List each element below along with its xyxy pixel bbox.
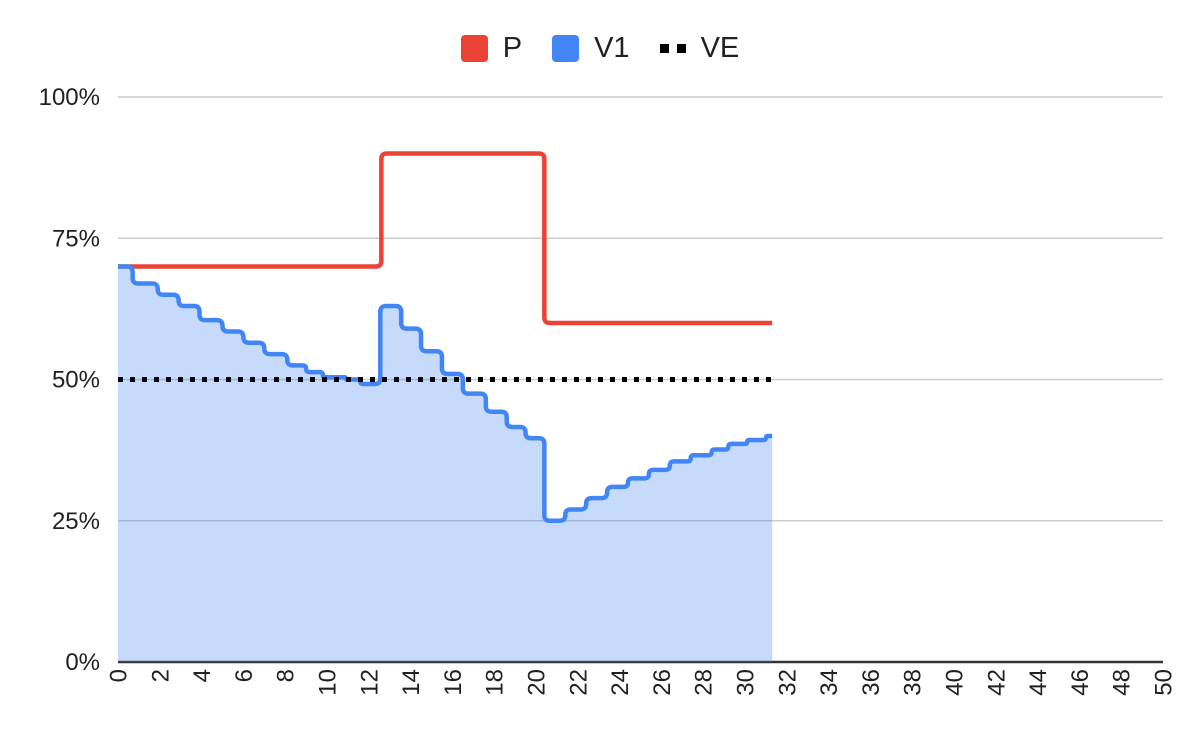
x-axis-labels: 0 2 4 6 8 10 12 14 16 18 20 22 24 26 28 30 32 34 36 38 40 42 4…	[106, 669, 1178, 696]
x-tick-label: 48	[1109, 669, 1136, 696]
x-tick-label: 22	[565, 669, 592, 696]
legend-item-p: P	[460, 31, 523, 64]
legend-swatch-p-icon	[460, 34, 488, 62]
gridlines	[118, 96, 1163, 664]
x-tick-label: 50	[1151, 669, 1178, 696]
x-tick-label: 10	[315, 669, 342, 696]
x-tick-label: 0	[106, 669, 133, 682]
x-tick-label: 4	[189, 669, 216, 682]
x-tick-label: 38	[900, 669, 927, 696]
x-tick-label: 36	[858, 669, 885, 696]
x-tick-label: 28	[691, 669, 718, 696]
x-tick-label: 34	[816, 669, 843, 696]
series-lines	[118, 151, 773, 662]
legend-swatch-v1-icon	[552, 34, 580, 62]
x-tick-label: 8	[273, 669, 300, 682]
x-tick-label: 16	[440, 669, 467, 696]
legend-label-ve: VE	[700, 31, 740, 64]
x-tick-label: 18	[482, 669, 509, 696]
x-tick-label: 12	[356, 669, 383, 696]
series-area-v1	[118, 266, 773, 662]
x-tick-label: 46	[1067, 669, 1094, 696]
x-tick-label: 14	[398, 669, 425, 696]
y-tick-label: 75%	[52, 225, 100, 252]
legend-swatch-ve-icon	[659, 43, 686, 53]
series-line-p	[118, 151, 773, 326]
y-tick-label: 25%	[52, 508, 100, 535]
legend-item-v1: V1	[552, 31, 630, 64]
x-tick-label: 30	[733, 669, 760, 696]
chart-legend: P V1 VE	[0, 32, 1200, 64]
y-tick-label: 0%	[65, 649, 100, 676]
x-tick-label: 26	[649, 669, 676, 696]
series-line-v1	[118, 264, 773, 523]
x-tick-label: 40	[942, 669, 969, 696]
x-tick-label: 2	[147, 669, 174, 682]
x-tick-label: 44	[1025, 669, 1052, 696]
y-tick-label: 100%	[39, 84, 100, 111]
legend-label-p: P	[502, 31, 523, 64]
x-tick-label: 20	[524, 669, 551, 696]
x-tick-label: 6	[231, 669, 258, 682]
legend-item-ve: VE	[659, 31, 740, 64]
x-tick-label: 32	[774, 669, 801, 696]
x-tick-label: 24	[607, 669, 634, 696]
legend-label-v1: V1	[594, 31, 630, 64]
x-tick-label: 42	[983, 669, 1010, 696]
y-axis-labels: 0% 25% 50% 75% 100%	[39, 84, 100, 676]
y-tick-label: 50%	[52, 367, 100, 394]
